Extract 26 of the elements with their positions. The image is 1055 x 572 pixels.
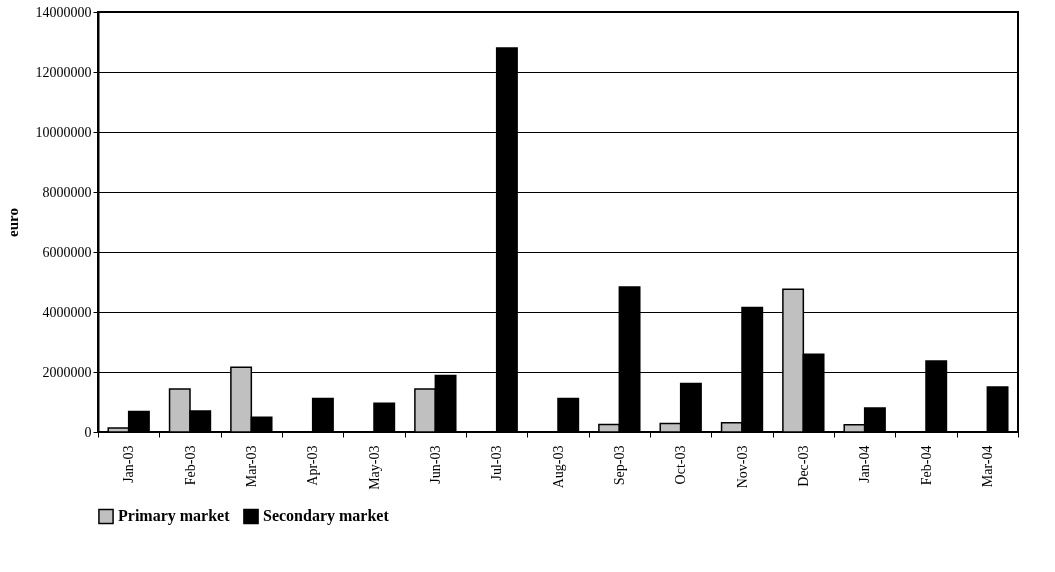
- x-tick-label: Oct-03: [673, 445, 689, 485]
- x-tick-label: Apr-03: [305, 445, 321, 486]
- x-tick-label: Dec-03: [795, 445, 811, 487]
- y-tick-label: 12000000: [35, 64, 92, 80]
- x-tick-label: Feb-03: [182, 445, 198, 486]
- x-tick-label: Jul-03: [489, 445, 505, 481]
- y-tick-label: 4000000: [42, 304, 92, 320]
- legend-label: Secondary market: [263, 507, 390, 526]
- x-tick-label: Mar-04: [979, 445, 995, 488]
- x-tick-label: Nov-03: [734, 445, 750, 489]
- x-tick-label: Mar-03: [243, 445, 259, 488]
- legend-label: Primary market: [118, 507, 231, 526]
- x-tick-label: Feb-04: [918, 445, 934, 486]
- y-tick-label: 0: [84, 424, 92, 440]
- x-tick-label: Sep-03: [611, 445, 627, 486]
- x-tick-label: Jan-03: [121, 445, 137, 483]
- y-axis-title: euro: [4, 208, 21, 237]
- x-tick-label: May-03: [366, 445, 382, 490]
- y-tick-label: 2000000: [42, 364, 92, 380]
- y-tick-label: 8000000: [42, 184, 92, 200]
- y-tick-label: 10000000: [35, 124, 92, 140]
- x-tick-label: Jan-04: [857, 445, 873, 483]
- y-tick-label: 6000000: [42, 244, 92, 260]
- x-tick-label: Aug-03: [550, 445, 566, 489]
- x-tick-label: Jun-03: [427, 445, 443, 484]
- y-tick-label: 14000000: [35, 4, 92, 20]
